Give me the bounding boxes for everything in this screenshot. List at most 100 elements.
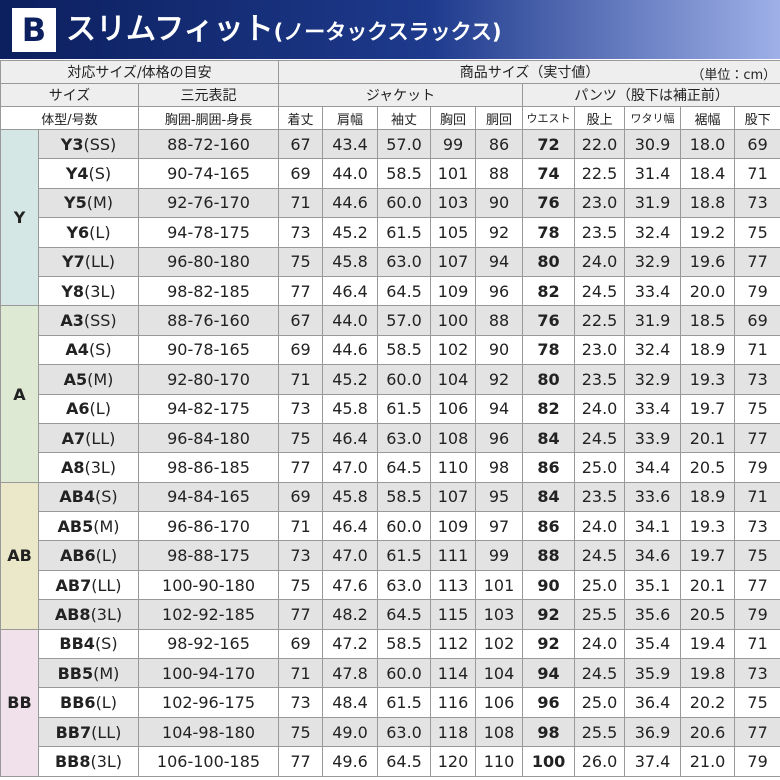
size-code: AB7 xyxy=(55,575,92,595)
value-cell: 114 xyxy=(430,658,477,689)
value-cell: 58.5 xyxy=(377,158,432,189)
value-cell: 73 xyxy=(278,217,324,248)
spec-cell: 92-76-170 xyxy=(137,187,280,219)
size-fit: (L) xyxy=(95,693,117,713)
data-row: A A3(SS) 88-76-160 67 44.0 57.0 100 88 76 22.5 31.… xyxy=(0,305,780,483)
size-cell: AB5(M) xyxy=(38,511,139,542)
value-cell: 96 xyxy=(475,275,524,307)
value-cell: 37.4 xyxy=(624,746,682,777)
value-cell: 120 xyxy=(430,746,477,777)
value-cell: 45.2 xyxy=(322,217,379,248)
value-cell: 24.5 xyxy=(574,422,626,454)
spec-cell: 102-96-175 xyxy=(137,687,280,718)
size-cell: Y4(S) xyxy=(38,158,139,189)
size-fit: (S) xyxy=(95,487,118,507)
value-cell: 24.0 xyxy=(574,628,626,660)
spec-cell: 96-80-180 xyxy=(137,246,280,277)
value-cell: 46.4 xyxy=(322,422,379,454)
value-cell: 79 xyxy=(734,275,780,307)
value-cell: 47.0 xyxy=(322,540,379,571)
value-cell: 96 xyxy=(522,687,576,718)
value-cell: 24.5 xyxy=(574,275,626,307)
value-cell: 73 xyxy=(278,687,324,718)
value-cell: 78 xyxy=(522,217,576,248)
value-cell: 71 xyxy=(734,628,780,660)
value-cell: 109 xyxy=(430,511,477,542)
value-cell: 24.5 xyxy=(574,658,626,689)
value-cell: 79 xyxy=(734,746,780,777)
value-cell: 47.6 xyxy=(322,569,379,601)
value-cell: 88 xyxy=(522,540,576,571)
subtitle: (ノータックスラックス) xyxy=(273,20,502,44)
value-cell: 71 xyxy=(278,187,324,219)
header-cell: ジャケット xyxy=(278,83,524,107)
value-cell: 24.0 xyxy=(574,393,626,424)
size-code: Y7 xyxy=(61,252,85,272)
spec-cell: 90-74-165 xyxy=(137,158,280,189)
column-header: 股下 xyxy=(734,106,780,130)
header-row: 体型/号数 胸囲-胴囲-身長 着丈 肩幅 袖丈 胸回 胴回 ウエスト 股上 ワタリ幅 裾幅 股下 xyxy=(0,106,780,130)
value-cell: 67 xyxy=(278,305,324,336)
value-cell: 88 xyxy=(475,158,524,189)
column-header: ワタリ幅 xyxy=(624,106,682,130)
size-cell: A3(SS) xyxy=(38,305,139,336)
value-cell: 36.4 xyxy=(624,687,682,718)
value-cell: 45.8 xyxy=(322,481,379,513)
value-cell: 73 xyxy=(278,540,324,571)
value-cell: 34.4 xyxy=(624,452,682,483)
size-fit: (3L) xyxy=(84,281,116,301)
value-cell: 69 xyxy=(278,334,324,366)
size-fit: (3L) xyxy=(84,457,117,477)
size-cell: AB6(L) xyxy=(38,540,139,571)
value-cell: 77 xyxy=(278,452,324,483)
value-cell: 64.5 xyxy=(377,599,432,630)
value-cell: 61.5 xyxy=(377,393,432,424)
value-cell: 92 xyxy=(522,599,576,630)
value-cell: 86 xyxy=(522,511,576,542)
value-cell: 19.3 xyxy=(680,511,736,542)
title-text: スリムフィット xyxy=(66,12,274,47)
size-fit: (L) xyxy=(95,546,118,566)
value-cell: 23.0 xyxy=(574,187,626,219)
size-fit: (M) xyxy=(93,516,120,536)
value-cell: 79 xyxy=(734,599,780,630)
header-cell: 対応サイズ/体格の目安 xyxy=(0,60,280,84)
value-cell: 63.0 xyxy=(377,246,432,277)
value-cell: 23.5 xyxy=(574,364,626,395)
value-cell: 61.5 xyxy=(377,687,432,718)
value-cell: 23.0 xyxy=(574,334,626,366)
value-cell: 19.7 xyxy=(680,540,736,571)
value-cell: 19.8 xyxy=(680,658,736,689)
value-cell: 19.4 xyxy=(680,628,736,660)
spec-cell: 94-82-175 xyxy=(137,393,280,424)
size-fit: (M) xyxy=(93,663,120,683)
value-cell: 78 xyxy=(522,334,576,366)
data-row: BB6(L) 102-96-175 73 48.4 61.5 116 106 96 25.0 36… xyxy=(1,687,780,718)
value-cell: 104 xyxy=(430,364,477,395)
value-cell: 75 xyxy=(734,393,780,424)
column-header: 胴回 xyxy=(475,106,524,130)
value-cell: 102 xyxy=(430,334,477,366)
size-cell: AB7(LL) xyxy=(38,569,139,601)
value-cell: 88 xyxy=(475,305,524,336)
value-cell: 73 xyxy=(734,187,780,219)
size-cell: A6(L) xyxy=(38,393,139,424)
size-fit: (SS) xyxy=(83,134,117,154)
value-cell: 106 xyxy=(430,393,477,424)
size-code: BB6 xyxy=(60,693,96,713)
value-cell: 32.9 xyxy=(624,246,682,277)
value-cell: 110 xyxy=(430,452,477,483)
value-cell: 58.5 xyxy=(377,628,432,660)
value-cell: 75 xyxy=(734,540,780,571)
value-cell: 116 xyxy=(430,687,477,718)
banner: B スリムフィット(ノータックスラックス) xyxy=(0,0,780,59)
spec-cell: 88-72-160 xyxy=(137,128,280,160)
size-fit: (3L) xyxy=(90,604,123,624)
value-cell: 69 xyxy=(278,628,324,660)
value-cell: 47.2 xyxy=(322,628,379,660)
value-cell: 20.2 xyxy=(680,687,736,718)
size-fit: (LL) xyxy=(91,575,122,595)
size-code: BB8 xyxy=(54,751,91,771)
value-cell: 44.6 xyxy=(322,187,379,219)
value-cell: 99 xyxy=(430,128,477,160)
